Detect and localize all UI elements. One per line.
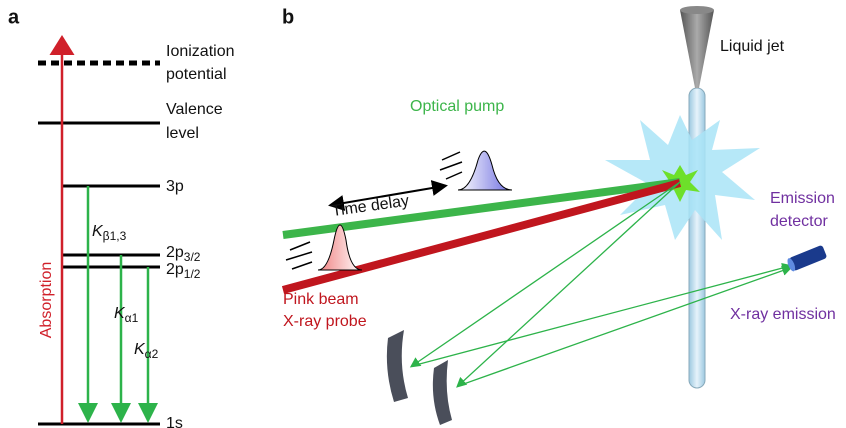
panel-label: b [282, 6, 294, 28]
detector-label: Emission [770, 190, 835, 207]
axis-label: Absorption [38, 262, 55, 339]
level-label: potential [166, 66, 227, 83]
panel-a: a Absorption Ionization potential Valenc… [8, 6, 235, 428]
probe-label: X-ray probe [283, 313, 367, 330]
level-label: 3p [166, 178, 184, 195]
transition-label: Kβ1,3 [92, 223, 127, 243]
jet-label: Liquid jet [720, 38, 785, 55]
probe-label: Pink beam [283, 291, 359, 308]
detector [786, 245, 827, 273]
pump-pulse [458, 151, 512, 190]
transition-label: Kα1 [114, 305, 139, 325]
crystal [387, 330, 408, 402]
level-label: Ionization [166, 43, 235, 60]
panel-b: b Time delay Liquid jet Optical pump E [282, 6, 836, 425]
level-label: Valence [166, 101, 223, 118]
level-label: 1s [166, 415, 183, 428]
detector-label: detector [770, 213, 828, 230]
crystal [433, 360, 452, 425]
nozzle [680, 10, 714, 88]
emission-label: X-ray emission [730, 306, 836, 323]
level-label: 2p1/2 [166, 261, 201, 281]
panel-label: a [8, 6, 20, 28]
level-label: level [166, 125, 199, 142]
transition-label: Kα2 [134, 341, 159, 361]
pump-label: Optical pump [410, 98, 504, 115]
figure: a Absorption Ionization potential Valenc… [0, 0, 846, 428]
nozzle-top [680, 6, 714, 14]
